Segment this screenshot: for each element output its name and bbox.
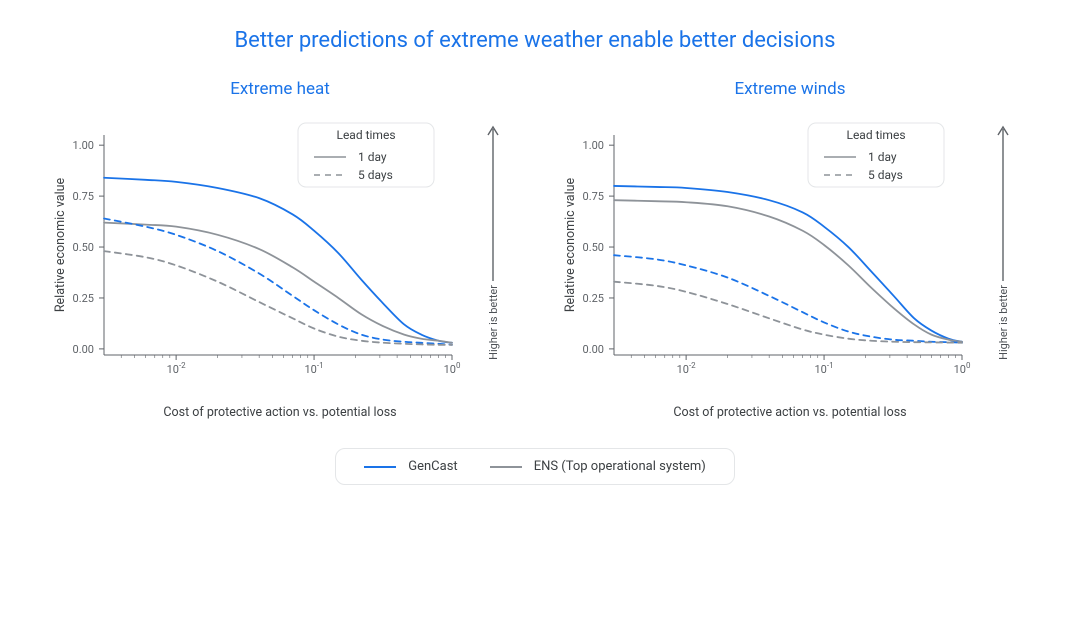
swatch-gencast — [364, 466, 396, 468]
chart-block-0: Extreme heat 0.00 0.25 0.50 0.75 1.00 10-2 10-1… — [45, 79, 515, 420]
series-legend: GenCast ENS (Top operational system) — [335, 448, 735, 485]
swatch-ens — [490, 466, 522, 468]
page-title: Better predictions of extreme weather en… — [0, 28, 1070, 53]
series-gencast_5day — [614, 255, 962, 343]
series-ens_5day — [614, 282, 962, 343]
svg-text:10-1: 10-1 — [814, 361, 833, 376]
arrow-label: Higher is better — [997, 285, 1010, 360]
chart-svg: 0.00 0.25 0.50 0.75 1.00 10-2 10-1 100 Relative … — [558, 117, 978, 397]
svg-text:100: 100 — [953, 361, 970, 376]
svg-text:0.00: 0.00 — [72, 343, 93, 356]
arrow-col: Higher is better — [984, 123, 1023, 360]
legend-label-gencast: GenCast — [408, 459, 457, 474]
series-gencast_1day — [104, 178, 452, 343]
arrow-icon — [994, 123, 1012, 283]
legend-label-ens: ENS (Top operational system) — [534, 459, 706, 474]
svg-text:10-1: 10-1 — [304, 361, 323, 376]
svg-text:1.00: 1.00 — [72, 139, 93, 152]
svg-text:0.75: 0.75 — [72, 190, 93, 203]
x-axis-label: Cost of protective action vs. potential … — [673, 405, 906, 420]
x-axis-label: Cost of protective action vs. potential … — [163, 405, 396, 420]
lead-legend-1day: 1 day — [868, 150, 897, 164]
lead-legend-title: Lead times — [336, 128, 395, 142]
lead-legend-1day: 1 day — [358, 150, 387, 164]
y-axis-label: Relative economic value — [563, 177, 578, 312]
svg-text:0.50: 0.50 — [582, 241, 603, 254]
charts-row: Extreme heat 0.00 0.25 0.50 0.75 1.00 10-2 10-1… — [0, 79, 1070, 420]
arrow-col: Higher is better — [474, 123, 513, 360]
y-axis-label: Relative economic value — [53, 177, 68, 312]
chart-block-1: Extreme winds 0.00 0.25 0.50 0.75 1.00 10-2 10-… — [555, 79, 1025, 420]
chart-title: Extreme heat — [230, 79, 330, 99]
lead-legend-5day: 5 days — [358, 168, 393, 182]
arrow-label: Higher is better — [487, 285, 500, 360]
svg-text:10-2: 10-2 — [166, 361, 186, 376]
svg-text:100: 100 — [443, 361, 460, 376]
legend-item-gencast: GenCast — [364, 459, 457, 474]
svg-text:0.00: 0.00 — [582, 343, 603, 356]
svg-text:0.50: 0.50 — [72, 241, 93, 254]
svg-text:0.25: 0.25 — [72, 292, 93, 305]
svg-text:0.75: 0.75 — [582, 190, 603, 203]
chart-title: Extreme winds — [734, 79, 845, 99]
lead-legend-5day: 5 days — [868, 168, 903, 182]
svg-text:10-2: 10-2 — [676, 361, 696, 376]
series-gencast_1day — [614, 186, 962, 342]
arrow-icon — [484, 123, 502, 283]
series-ens_1day — [104, 223, 452, 343]
svg-text:1.00: 1.00 — [582, 139, 603, 152]
series-gencast_5day — [104, 219, 452, 345]
lead-legend-title: Lead times — [846, 128, 905, 142]
chart-svg: 0.00 0.25 0.50 0.75 1.00 10-2 10-1 100 Relative … — [48, 117, 468, 397]
legend-item-ens: ENS (Top operational system) — [490, 459, 706, 474]
series-ens_5day — [104, 251, 452, 345]
svg-text:0.25: 0.25 — [582, 292, 603, 305]
series-ens_1day — [614, 200, 962, 342]
